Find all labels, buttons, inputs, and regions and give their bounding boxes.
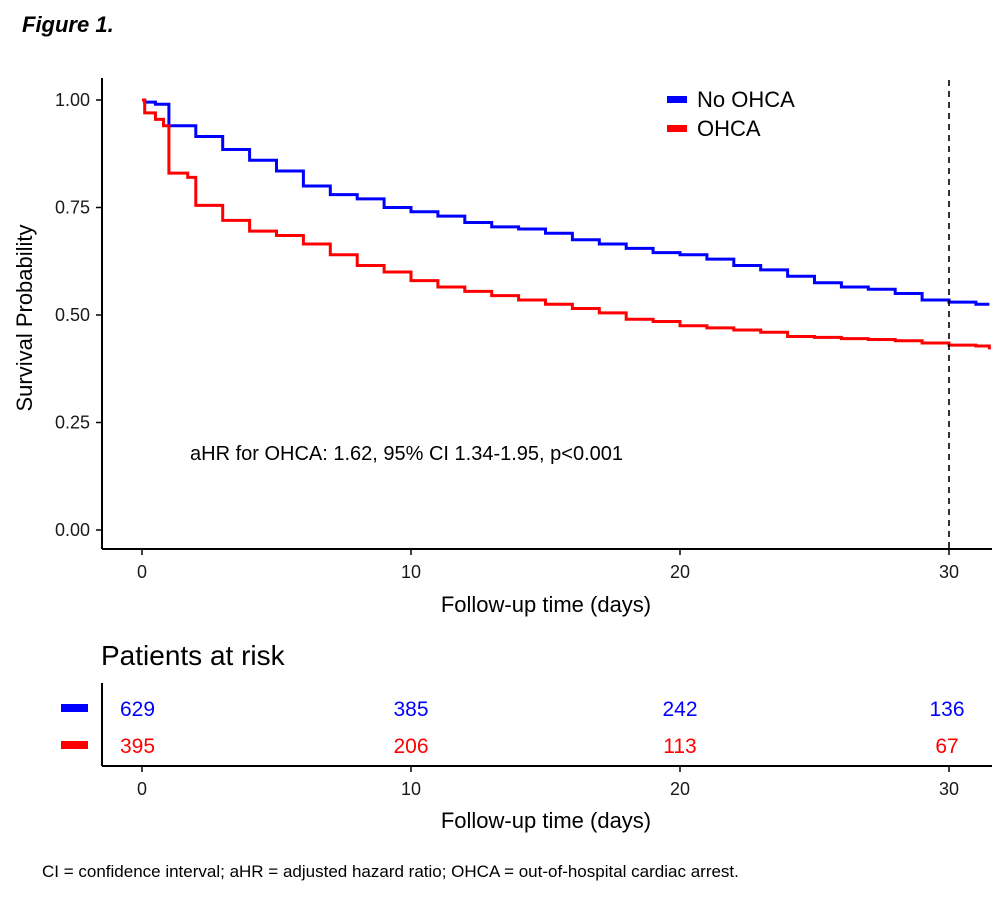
y-tick-label: 0.50 xyxy=(55,305,90,325)
footnote: CI = confidence interval; aHR = adjusted… xyxy=(42,862,739,881)
x-tick-label: 30 xyxy=(939,562,959,582)
figure-label: Figure 1. xyxy=(22,12,114,37)
risk-table-cells: 629 385 242 136 395 206 113 67 xyxy=(120,698,965,758)
risk-row-swatch-no-ohca xyxy=(61,704,88,712)
risk-count: 629 xyxy=(120,698,155,721)
risk-count: 242 xyxy=(662,698,697,721)
y-tick-label: 0.75 xyxy=(55,198,90,218)
y-tick-label: 1.00 xyxy=(55,90,90,110)
risk-x-axis-title: Follow-up time (days) xyxy=(441,808,651,833)
risk-table-title: Patients at risk xyxy=(101,640,286,671)
survival-curves xyxy=(142,98,991,350)
y-tick-label: 0.25 xyxy=(55,413,90,433)
y-axis-title: Survival Probability xyxy=(12,224,37,411)
x-tick-label: 0 xyxy=(137,562,147,582)
risk-x-tick-label: 10 xyxy=(401,779,421,799)
risk-row-swatch-ohca xyxy=(61,741,88,749)
legend-label-no-ohca: No OHCA xyxy=(697,87,795,112)
legend-label-ohca: OHCA xyxy=(697,116,761,141)
risk-x-tick-label: 20 xyxy=(670,779,690,799)
survival-plot: 0.00 0.25 0.50 0.75 1.00 0 10 20 30 Survival Pr… xyxy=(12,78,992,617)
risk-count: 395 xyxy=(120,735,155,758)
x-axis-ticks: 0 10 20 30 xyxy=(137,549,959,582)
risk-count: 385 xyxy=(393,698,428,721)
x-axis-title: Follow-up time (days) xyxy=(441,592,651,617)
y-axis-ticks: 0.00 0.25 0.50 0.75 1.00 xyxy=(55,90,102,540)
y-tick-label: 0.00 xyxy=(55,520,90,540)
risk-x-tick-label: 30 xyxy=(939,779,959,799)
survival-curve-no-ohca xyxy=(142,98,990,306)
risk-x-axis-ticks: 0 10 20 30 xyxy=(137,766,959,799)
risk-table: Patients at risk 629 385 242 136 395 206 113 67… xyxy=(61,640,992,833)
hazard-ratio-annotation: aHR for OHCA: 1.62, 95% CI 1.34-1.95, p<… xyxy=(190,443,623,465)
legend-swatch-ohca xyxy=(667,125,687,132)
risk-count: 113 xyxy=(663,735,696,758)
survival-curve-ohca xyxy=(142,98,991,350)
x-tick-label: 20 xyxy=(670,562,690,582)
legend: No OHCA OHCA xyxy=(667,87,795,141)
risk-count: 67 xyxy=(935,735,958,758)
legend-swatch-no-ohca xyxy=(667,96,687,103)
risk-x-tick-label: 0 xyxy=(137,779,147,799)
risk-count: 206 xyxy=(393,735,428,758)
risk-count: 136 xyxy=(929,698,964,721)
x-tick-label: 10 xyxy=(401,562,421,582)
